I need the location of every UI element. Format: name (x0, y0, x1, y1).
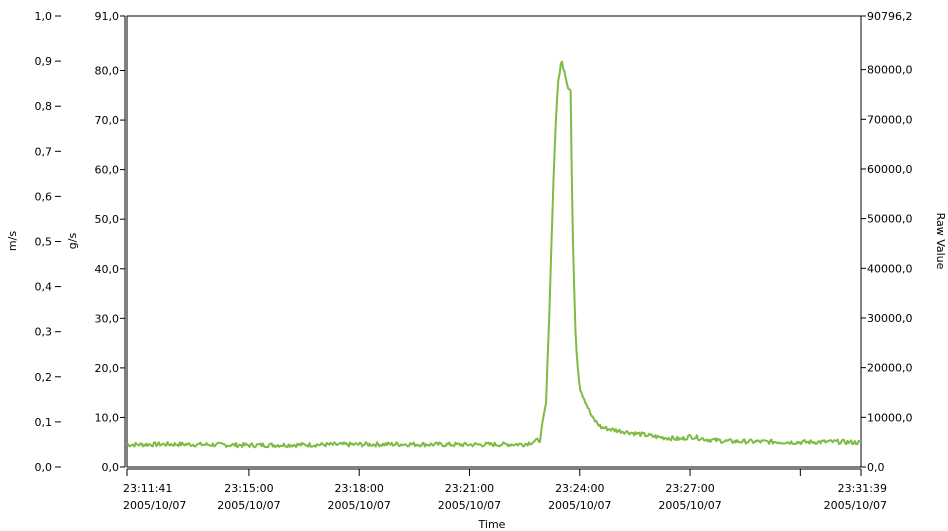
ms-tick-label-8: 0,8 (35, 100, 53, 113)
gs-tick-label-6: 60,0 (95, 164, 120, 177)
raw-tick-label-7: 70000,0 (867, 113, 913, 126)
raw-tick-label-2: 20000,0 (867, 362, 913, 375)
x-tick-date-6: 2005/10/07 (824, 499, 887, 512)
x-tick-date-3: 2005/10/07 (438, 499, 501, 512)
x-tick-time-3: 23:21:00 (445, 482, 494, 495)
ms-tick-label-9: 0,9 (35, 55, 53, 68)
y-axis-title-raw: Raw Value (934, 213, 947, 270)
raw-tick-label-3: 30000,0 (867, 312, 913, 325)
x-tick-date-5: 2005/10/07 (658, 499, 721, 512)
x-tick-time-2: 23:18:00 (335, 482, 384, 495)
ms-tick-label-2: 0,2 (35, 371, 53, 384)
ms-tick-label-4: 0,4 (35, 281, 53, 294)
plot-area (126, 15, 862, 468)
x-tick-time-4: 23:24:00 (555, 482, 604, 495)
x-axis: 23:11:41 2005/10/07 23:15:00 2005/10/07 23:1… (123, 468, 887, 512)
ms-tick-label-7: 0,7 (35, 145, 53, 158)
gs-axis: 0,0 10,0 20,0 30,0 40,0 50,0 60,0 70,0 80,0 91,0 (95, 10, 126, 474)
ms-tick-label-1: 0,1 (35, 416, 53, 429)
gs-tick-label-5: 50,0 (95, 213, 120, 226)
gs-tick-label-2: 20,0 (95, 362, 120, 375)
raw-tick-label-8: 80000,0 (867, 64, 913, 77)
raw-tick-label-4: 40000,0 (867, 262, 913, 275)
x-tick-date-2: 2005/10/07 (328, 499, 391, 512)
gs-tick-label-9: 91,0 (95, 10, 120, 23)
gs-tick-label-0: 0,0 (102, 461, 120, 474)
gs-tick-label-4: 40,0 (95, 263, 120, 276)
raw-tick-label-9: 90796,2 (867, 10, 913, 23)
series-layer (126, 60, 862, 449)
raw-tick-label-6: 60000,0 (867, 163, 913, 176)
ms-axis: 0,0 0,1 0,2 0,3 0,4 0,5 0,6 0,7 0,8 0,9 1,0 (35, 10, 61, 474)
y-axis-title-ms: m/s (6, 231, 19, 251)
x-tick-time-5: 23:27:00 (665, 482, 714, 495)
x-tick-time-1: 23:15:00 (224, 482, 273, 495)
gs-tick-label-8: 80,0 (95, 65, 120, 78)
x-tick-time-0: 23:11:41 (123, 482, 172, 495)
gs-tick-label-3: 30,0 (95, 312, 120, 325)
raw-tick-label-0: 0,0 (867, 461, 885, 474)
x-tick-time-6: 23:31:39 (838, 482, 887, 495)
series-line-0 (126, 60, 862, 449)
gs-tick-label-7: 70,0 (95, 114, 120, 127)
x-axis-title: Time (478, 518, 506, 531)
raw-tick-label-1: 10000,0 (867, 411, 913, 424)
ms-tick-label-10: 1,0 (35, 10, 53, 23)
x-tick-date-1: 2005/10/07 (217, 499, 280, 512)
raw-tick-label-5: 50000,0 (867, 213, 913, 226)
ms-tick-label-6: 0,6 (35, 190, 53, 203)
y-axis-title-gs: g/s (66, 233, 79, 250)
x-tick-date-4: 2005/10/07 (548, 499, 611, 512)
ms-tick-label-3: 0,3 (35, 326, 53, 339)
ms-tick-label-0: 0,0 (35, 461, 53, 474)
raw-axis: 0,0 10000,0 20000,0 30000,0 40000,0 50000,0 60… (861, 10, 913, 474)
x-tick-date-0: 2005/10/07 (123, 499, 186, 512)
ms-tick-label-5: 0,5 (35, 236, 53, 249)
gs-tick-label-1: 10,0 (95, 411, 120, 424)
